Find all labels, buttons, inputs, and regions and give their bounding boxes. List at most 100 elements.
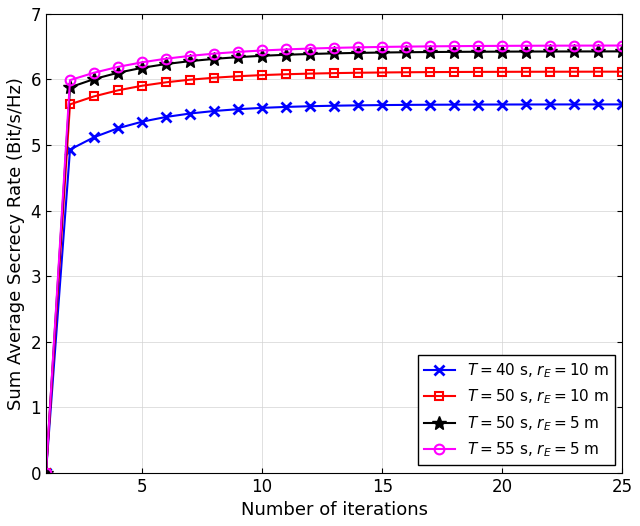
$T = 55$ s, $r_E = 5$ m — [282, 46, 290, 53]
$T = 50$ s, $r_E = 10$ m — [186, 76, 194, 83]
$T = 50$ s, $r_E = 5$ m — [90, 76, 98, 82]
$T = 50$ s, $r_E = 5$ m — [114, 69, 122, 76]
$T = 40$ s, $r_E = 10$ m — [186, 110, 194, 117]
$T = 50$ s, $r_E = 5$ m — [426, 49, 434, 55]
$T = 50$ s, $r_E = 5$ m — [451, 49, 458, 55]
$T = 55$ s, $r_E = 5$ m — [547, 43, 554, 49]
$T = 50$ s, $r_E = 10$ m — [66, 101, 74, 107]
$T = 40$ s, $r_E = 10$ m — [451, 102, 458, 108]
$T = 40$ s, $r_E = 10$ m — [307, 103, 314, 109]
$T = 50$ s, $r_E = 10$ m — [234, 73, 242, 79]
$T = 40$ s, $r_E = 10$ m — [282, 104, 290, 110]
$T = 40$ s, $r_E = 10$ m — [211, 108, 218, 114]
Line: $T = 40$ s, $r_E = 10$ m: $T = 40$ s, $r_E = 10$ m — [41, 99, 627, 478]
$T = 50$ s, $r_E = 5$ m — [234, 54, 242, 60]
$T = 40$ s, $r_E = 10$ m — [234, 106, 242, 113]
$T = 50$ s, $r_E = 10$ m — [138, 83, 146, 89]
$T = 55$ s, $r_E = 5$ m — [426, 43, 434, 49]
$T = 50$ s, $r_E = 10$ m — [595, 68, 602, 75]
$T = 55$ s, $r_E = 5$ m — [499, 43, 506, 49]
$T = 50$ s, $r_E = 10$ m — [330, 70, 338, 76]
$T = 40$ s, $r_E = 10$ m — [378, 102, 386, 108]
$T = 40$ s, $r_E = 10$ m — [330, 103, 338, 109]
$T = 40$ s, $r_E = 10$ m — [523, 102, 531, 108]
$T = 50$ s, $r_E = 5$ m — [571, 48, 579, 55]
$T = 55$ s, $r_E = 5$ m — [114, 64, 122, 70]
$T = 50$ s, $r_E = 10$ m — [114, 87, 122, 94]
$T = 55$ s, $r_E = 5$ m — [234, 49, 242, 55]
$T = 50$ s, $r_E = 5$ m — [66, 84, 74, 90]
$T = 50$ s, $r_E = 5$ m — [378, 49, 386, 56]
$T = 40$ s, $r_E = 10$ m — [403, 102, 410, 108]
$T = 40$ s, $r_E = 10$ m — [66, 146, 74, 153]
$T = 50$ s, $r_E = 5$ m — [595, 48, 602, 55]
$T = 50$ s, $r_E = 5$ m — [186, 58, 194, 64]
$T = 55$ s, $r_E = 5$ m — [619, 43, 627, 49]
$T = 50$ s, $r_E = 5$ m — [474, 48, 482, 55]
$T = 55$ s, $r_E = 5$ m — [451, 43, 458, 49]
$T = 40$ s, $r_E = 10$ m — [163, 114, 170, 120]
$T = 40$ s, $r_E = 10$ m — [499, 102, 506, 108]
$T = 55$ s, $r_E = 5$ m — [211, 50, 218, 57]
$T = 55$ s, $r_E = 5$ m — [90, 69, 98, 76]
$T = 50$ s, $r_E = 10$ m — [307, 70, 314, 77]
$T = 50$ s, $r_E = 5$ m — [42, 470, 50, 476]
$T = 55$ s, $r_E = 5$ m — [355, 44, 362, 50]
$T = 55$ s, $r_E = 5$ m — [474, 43, 482, 49]
$T = 50$ s, $r_E = 10$ m — [211, 75, 218, 81]
Y-axis label: Sum Average Secrecy Rate (Bit/s/Hz): Sum Average Secrecy Rate (Bit/s/Hz) — [7, 77, 25, 410]
$T = 50$ s, $r_E = 5$ m — [619, 48, 627, 55]
$T = 40$ s, $r_E = 10$ m — [547, 102, 554, 108]
$T = 50$ s, $r_E = 10$ m — [426, 69, 434, 75]
$T = 40$ s, $r_E = 10$ m — [355, 102, 362, 108]
$T = 55$ s, $r_E = 5$ m — [138, 59, 146, 65]
Line: $T = 50$ s, $r_E = 5$ m: $T = 50$ s, $r_E = 5$ m — [39, 44, 629, 480]
$T = 50$ s, $r_E = 10$ m — [571, 68, 579, 75]
$T = 50$ s, $r_E = 5$ m — [499, 48, 506, 55]
$T = 50$ s, $r_E = 10$ m — [451, 69, 458, 75]
$T = 55$ s, $r_E = 5$ m — [163, 56, 170, 62]
$T = 50$ s, $r_E = 5$ m — [163, 61, 170, 67]
X-axis label: Number of iterations: Number of iterations — [241, 501, 428, 519]
$T = 55$ s, $r_E = 5$ m — [42, 470, 50, 476]
$T = 55$ s, $r_E = 5$ m — [571, 43, 579, 49]
$T = 50$ s, $r_E = 5$ m — [259, 53, 266, 59]
$T = 40$ s, $r_E = 10$ m — [426, 102, 434, 108]
$T = 40$ s, $r_E = 10$ m — [259, 105, 266, 111]
$T = 40$ s, $r_E = 10$ m — [42, 470, 50, 476]
$T = 50$ s, $r_E = 10$ m — [259, 72, 266, 78]
$T = 50$ s, $r_E = 10$ m — [42, 470, 50, 476]
$T = 55$ s, $r_E = 5$ m — [66, 77, 74, 83]
$T = 50$ s, $r_E = 10$ m — [355, 69, 362, 76]
$T = 40$ s, $r_E = 10$ m — [595, 102, 602, 108]
$T = 55$ s, $r_E = 5$ m — [403, 44, 410, 50]
$T = 55$ s, $r_E = 5$ m — [595, 43, 602, 49]
$T = 55$ s, $r_E = 5$ m — [523, 43, 531, 49]
$T = 40$ s, $r_E = 10$ m — [138, 118, 146, 125]
$T = 50$ s, $r_E = 10$ m — [163, 79, 170, 85]
$T = 50$ s, $r_E = 5$ m — [403, 49, 410, 55]
$T = 50$ s, $r_E = 10$ m — [378, 69, 386, 76]
$T = 50$ s, $r_E = 5$ m — [138, 65, 146, 71]
$T = 55$ s, $r_E = 5$ m — [259, 47, 266, 54]
Legend: $T = 40$ s, $r_E = 10$ m, $T = 50$ s, $r_E = 10$ m, $T = 50$ s, $r_E = 5$ m, $T : $T = 40$ s, $r_E = 10$ m, $T = 50$ s, $r… — [418, 355, 615, 465]
$T = 40$ s, $r_E = 10$ m — [90, 134, 98, 140]
$T = 50$ s, $r_E = 10$ m — [474, 69, 482, 75]
$T = 50$ s, $r_E = 5$ m — [211, 56, 218, 62]
$T = 50$ s, $r_E = 5$ m — [355, 50, 362, 56]
$T = 50$ s, $r_E = 10$ m — [499, 69, 506, 75]
$T = 55$ s, $r_E = 5$ m — [307, 45, 314, 52]
$T = 50$ s, $r_E = 5$ m — [547, 48, 554, 55]
$T = 55$ s, $r_E = 5$ m — [186, 53, 194, 59]
$T = 50$ s, $r_E = 5$ m — [330, 50, 338, 56]
Line: $T = 50$ s, $r_E = 10$ m: $T = 50$ s, $r_E = 10$ m — [42, 67, 627, 477]
$T = 50$ s, $r_E = 10$ m — [547, 68, 554, 75]
$T = 50$ s, $r_E = 5$ m — [523, 48, 531, 55]
$T = 50$ s, $r_E = 10$ m — [90, 93, 98, 99]
$T = 50$ s, $r_E = 10$ m — [523, 68, 531, 75]
$T = 50$ s, $r_E = 10$ m — [403, 69, 410, 75]
$T = 50$ s, $r_E = 10$ m — [282, 71, 290, 77]
$T = 40$ s, $r_E = 10$ m — [571, 102, 579, 108]
$T = 40$ s, $r_E = 10$ m — [619, 101, 627, 107]
$T = 50$ s, $r_E = 5$ m — [282, 52, 290, 58]
